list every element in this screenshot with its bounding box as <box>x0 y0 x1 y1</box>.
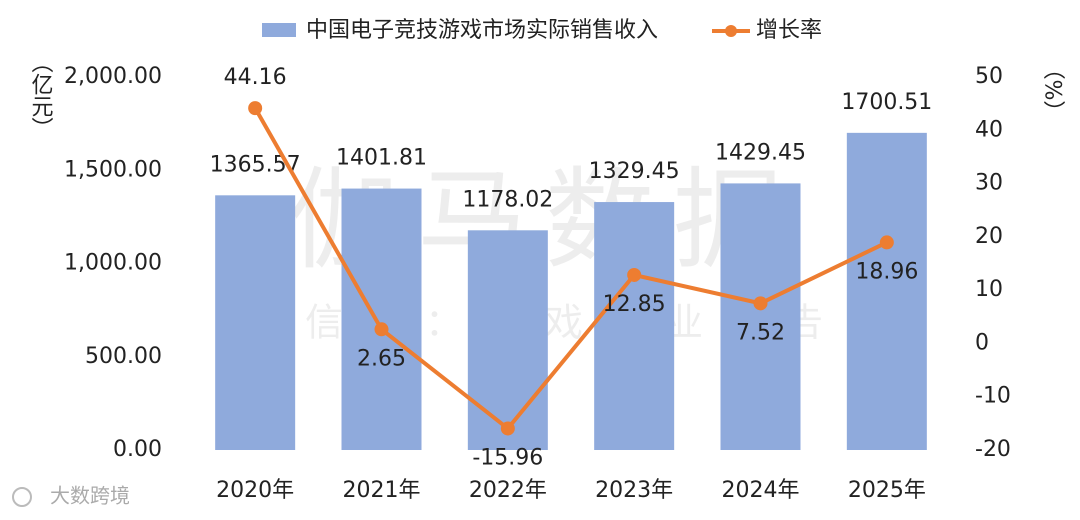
line-point <box>627 267 642 282</box>
x-tick-label: 2024年 <box>722 478 800 503</box>
line-value-label: 18.96 <box>855 259 918 284</box>
y-tick-label: 0.00 <box>113 437 162 462</box>
y2-tick-label: -20 <box>975 437 1011 462</box>
legend-swatch <box>262 23 296 37</box>
bar-value-label: 1178.02 <box>462 187 553 212</box>
legend-label: 中国电子竞技游戏市场实际销售收入 <box>306 18 658 43</box>
bar <box>594 202 675 450</box>
bar <box>215 195 296 450</box>
y2-tick-label: 40 <box>975 117 1003 142</box>
x-tick-label: 2023年 <box>595 478 673 503</box>
y2-tick-label: 10 <box>975 277 1003 302</box>
y-tick-label: 1,500.00 <box>64 157 162 182</box>
y2-axis-label: （%） <box>1040 58 1066 123</box>
y2-tick-label: 20 <box>975 224 1003 249</box>
bar <box>846 132 927 450</box>
x-tick-label: 2020年 <box>216 478 294 503</box>
y2-tick-label: 50 <box>975 64 1003 89</box>
line-value-label: 2.65 <box>357 346 406 371</box>
x-tick-label: 2025年 <box>848 478 926 503</box>
x-tick-label: 2022年 <box>469 478 547 503</box>
legend-label: 增长率 <box>756 18 822 43</box>
y-tick-label: 500.00 <box>85 344 162 369</box>
y2-tick-label: 30 <box>975 171 1003 196</box>
bar-value-label: 1700.51 <box>841 90 932 115</box>
line-point <box>500 421 515 436</box>
bar-value-label: 1429.45 <box>715 140 806 165</box>
logo-icon <box>12 487 32 507</box>
line-value-label: 12.85 <box>603 292 666 317</box>
bar-value-label: 1401.81 <box>336 146 427 171</box>
bar <box>467 230 548 450</box>
bar-value-label: 1329.45 <box>589 159 680 184</box>
line-point <box>879 235 894 250</box>
legend-swatch <box>725 25 737 37</box>
line-value-label: -15.96 <box>472 445 543 470</box>
y-tick-label: 1,000.00 <box>64 251 162 276</box>
line <box>253 107 888 432</box>
bar <box>720 183 801 450</box>
line-value-label: 44.16 <box>224 65 287 90</box>
line-point <box>374 322 389 337</box>
y-tick-label: 2,000.00 <box>64 64 162 89</box>
line-value-label: 7.52 <box>736 320 785 345</box>
y-axis-label: （亿元） <box>28 51 54 139</box>
watermark: 大数跨境 <box>50 484 130 508</box>
x-tick-label: 2021年 <box>343 478 421 503</box>
y2-tick-label: 0 <box>975 330 989 355</box>
y2-tick-label: -10 <box>975 384 1011 409</box>
line-point <box>248 101 263 116</box>
bar <box>341 188 422 450</box>
line-point <box>753 296 768 311</box>
